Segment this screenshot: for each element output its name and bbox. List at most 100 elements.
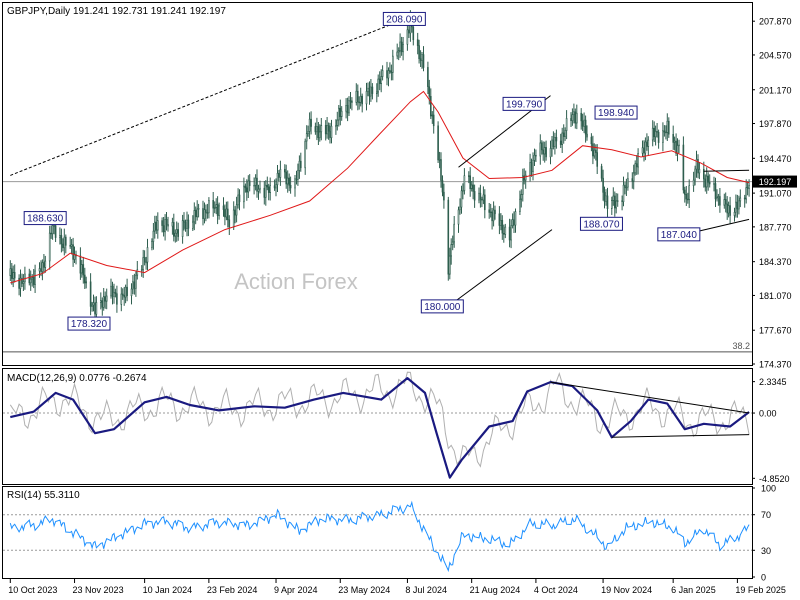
candle-body	[368, 87, 371, 97]
candle-body	[457, 209, 460, 225]
candle-body	[224, 209, 226, 218]
candle-body	[100, 300, 102, 303]
candle-body	[571, 114, 574, 121]
candle-body	[498, 213, 501, 226]
candle-body	[685, 194, 688, 200]
macd-line	[10, 377, 750, 479]
candle-body	[450, 244, 453, 257]
x-tick-label: 23 Nov 2023	[73, 585, 124, 595]
candle-body	[666, 120, 669, 133]
candle-body	[177, 229, 179, 237]
candle-body	[371, 86, 374, 94]
candle-body	[320, 125, 323, 133]
candle-body	[552, 139, 555, 147]
candle-body	[624, 184, 626, 188]
candle-body	[173, 222, 175, 237]
symbol-header: GBPJPY,Daily 191.241 192.731 191.241 192…	[7, 6, 226, 17]
candle-body	[593, 149, 596, 157]
candle-body	[421, 54, 423, 61]
candle-body	[248, 180, 251, 186]
candle-body	[208, 200, 210, 214]
candle-body	[575, 112, 578, 124]
candle-body	[276, 173, 279, 186]
candle-body	[632, 172, 635, 182]
axes-layer: 207.870 204.570 201.170 197.870 194.470 191.0…	[8, 17, 797, 595]
candle-body	[256, 177, 258, 192]
price-tick-label: 194.470	[759, 154, 792, 164]
candle-body	[63, 236, 66, 249]
candle-body	[574, 111, 577, 124]
x-tick-label: 19 Feb 2025	[735, 585, 786, 595]
rsi-tick-label: 70	[761, 510, 771, 520]
candle-body	[491, 211, 493, 222]
candle-body	[206, 212, 209, 214]
candle-body	[213, 207, 216, 209]
candle-body	[695, 159, 698, 170]
candle-body	[218, 205, 220, 216]
candle-body	[641, 147, 644, 154]
candle-body	[554, 137, 556, 147]
candle-body	[482, 194, 485, 201]
candle-body	[120, 293, 123, 305]
candle-body	[459, 206, 461, 211]
candle-body	[381, 70, 384, 77]
candle-body	[724, 199, 727, 205]
candle-body	[146, 247, 149, 263]
candle-body	[79, 255, 82, 274]
candle-body	[673, 140, 676, 143]
candle-body	[748, 185, 750, 189]
candle-body	[391, 55, 394, 73]
candle-body	[105, 295, 108, 302]
candle-body	[135, 274, 137, 289]
candle-body	[124, 286, 127, 298]
candle-body	[519, 198, 521, 212]
candle-body	[565, 118, 568, 131]
candle-body	[543, 147, 546, 155]
candle-body	[427, 67, 429, 88]
price-label: 180.000	[424, 302, 461, 313]
candle-body	[735, 201, 737, 213]
x-tick-label: 8 Jul 2024	[405, 585, 447, 595]
candle-body	[564, 130, 566, 137]
candle-body	[151, 241, 153, 248]
candle-body	[647, 139, 650, 147]
candle-body	[399, 41, 401, 51]
candle-body	[590, 136, 593, 145]
candle-body	[612, 195, 615, 201]
candle-body	[656, 131, 658, 133]
rsi-tick-label: 100	[761, 484, 776, 494]
candle-body	[264, 184, 267, 198]
candle-body	[314, 126, 317, 133]
candle-body	[463, 175, 466, 191]
macd-trendline	[611, 434, 750, 438]
candle-body	[193, 210, 196, 223]
candle-body	[603, 192, 606, 202]
candle-body	[192, 221, 194, 229]
x-tick-label: 23 May 2024	[338, 585, 390, 595]
price-label-box	[382, 11, 426, 26]
candle-body	[48, 232, 51, 262]
candle-body	[359, 95, 362, 103]
candle-body	[489, 211, 492, 213]
candle-body	[529, 162, 531, 176]
candle-body	[53, 225, 55, 227]
candle-body	[174, 232, 177, 237]
candle-body	[167, 224, 169, 227]
candle-body	[387, 70, 390, 79]
candle-body	[197, 208, 200, 210]
candle-body	[123, 294, 125, 298]
x-tick-label: 21 Aug 2024	[470, 585, 521, 595]
candle-body	[31, 276, 34, 280]
candle-body	[539, 142, 542, 157]
candle-body	[521, 175, 524, 195]
candle-body	[716, 197, 718, 200]
candle-body	[113, 292, 115, 297]
candle-body	[181, 220, 184, 237]
candle-body	[351, 100, 353, 103]
candle-body	[704, 178, 707, 188]
candle-body	[429, 96, 432, 117]
candle-body	[692, 179, 695, 187]
candle-body	[85, 281, 87, 284]
rsi-tick-label: 0	[761, 573, 766, 583]
